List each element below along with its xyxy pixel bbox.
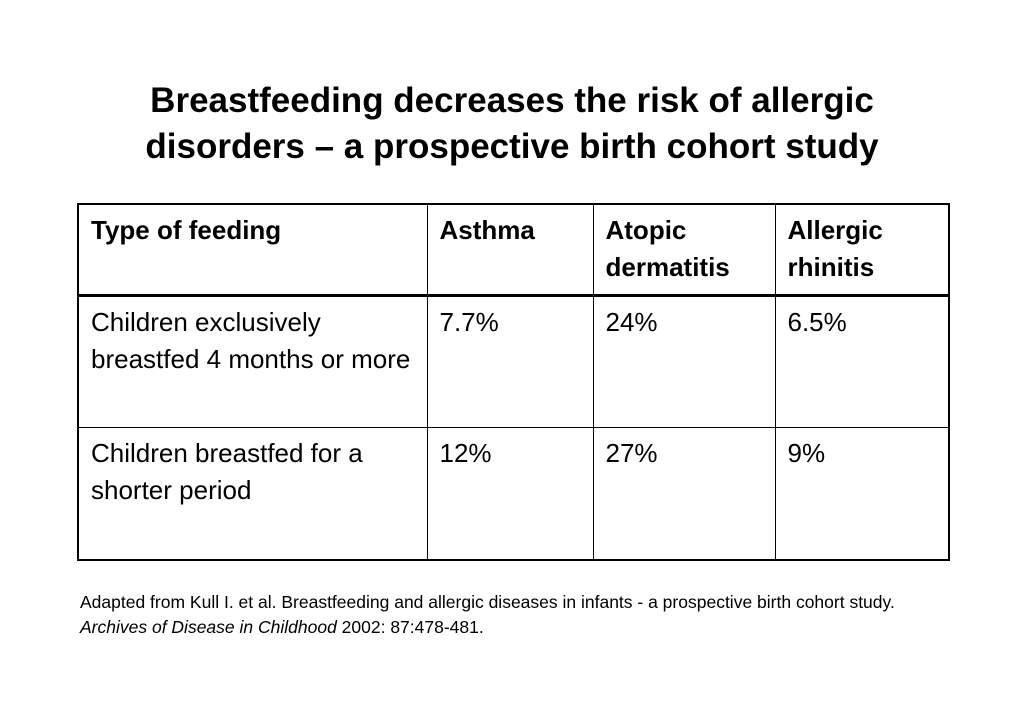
table-row: Children breastfed for a shorter period … [77,427,950,560]
feeding-allergy-table: Type of feeding Asthma Atopic dermatitis… [77,203,950,561]
source-citation: Adapted from Kull I. et al. Breastfeedin… [80,590,960,640]
cell-asthma: 12% [426,427,594,560]
header-allergic-rhinitis: Allergic rhinitis [774,203,950,297]
table-row: Children exclusively breastfed 4 months … [77,295,950,428]
cell-feeding-type: Children exclusively breastfed 4 months … [77,295,428,428]
citation-journal: Archives of Disease in Childhood [80,617,337,637]
header-type-of-feeding: Type of feeding [77,203,428,297]
title-line-1: Breastfeeding decreases the risk of alle… [150,81,874,120]
title-line-2: disorders – a prospective birth cohort s… [145,127,879,166]
cell-feeding-type: Children breastfed for a shorter period [77,427,428,560]
header-atopic-dermatitis: Atopic dermatitis [592,203,776,297]
citation-text: Adapted from Kull I. et al. Breastfeedin… [80,592,895,612]
cell-atopic-dermatitis: 24% [592,295,776,428]
slide-title: Breastfeeding decreases the risk of alle… [0,78,1024,170]
cell-asthma: 7.7% [426,295,594,428]
citation-details: 2002: 87:478-481. [336,617,484,637]
header-asthma: Asthma [426,203,594,297]
cell-allergic-rhinitis: 6.5% [774,295,950,428]
cell-allergic-rhinitis: 9% [774,427,950,560]
cell-atopic-dermatitis: 27% [592,427,776,560]
table-header-row: Type of feeding Asthma Atopic dermatitis… [77,203,950,297]
